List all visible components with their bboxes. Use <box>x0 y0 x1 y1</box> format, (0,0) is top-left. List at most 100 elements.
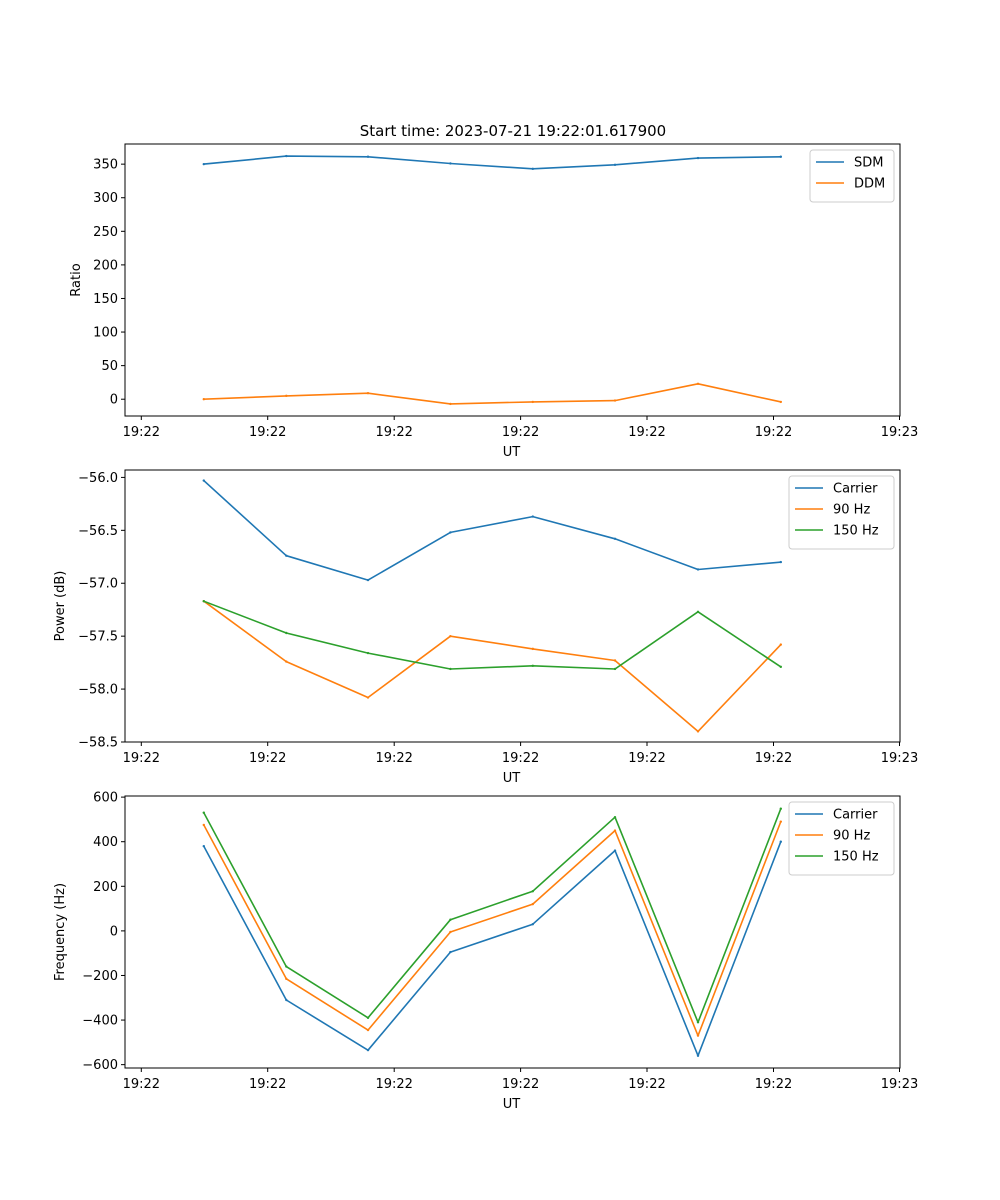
x-tick-label: 19:22 <box>628 751 665 766</box>
data-point-150-hz <box>366 1016 370 1020</box>
series-line-ddm <box>202 382 782 405</box>
data-point-carrier <box>779 840 782 843</box>
data-point-150-hz <box>613 667 617 671</box>
x-tick-label: 19:22 <box>249 1077 286 1092</box>
y-tick-label: 400 <box>93 835 118 850</box>
data-point-90-hz <box>202 823 205 827</box>
data-point-150-hz <box>449 667 452 671</box>
legend-label: Carrier <box>833 482 878 497</box>
axes-frame <box>124 143 901 417</box>
data-point-90-hz <box>366 696 370 699</box>
x-tick-label: 19:22 <box>375 751 412 766</box>
data-point-150-hz <box>531 664 534 667</box>
x-axis-label: UT <box>503 771 521 786</box>
x-tick-label: 19:22 <box>123 425 160 440</box>
data-point-90-hz <box>613 659 617 662</box>
y-tick-label: −600 <box>82 1058 118 1073</box>
y-axis-label: Frequency (Hz) <box>53 883 68 981</box>
data-point-carrier <box>366 578 370 582</box>
data-point-carrier <box>696 1054 700 1057</box>
data-point-sdm <box>531 167 534 171</box>
data-point-carrier <box>696 568 700 571</box>
series-line-90-hz <box>202 600 782 733</box>
x-axis-label: UT <box>503 445 521 460</box>
data-point-150-hz <box>696 610 700 614</box>
data-point-90-hz <box>531 647 534 651</box>
panel-3: 19:22 19:22 19:22 19:22 19:22 19:22 19:23 −600 −… <box>53 791 918 1112</box>
data-point-150-hz <box>531 890 534 893</box>
x-tick-label: 19:22 <box>502 1077 539 1092</box>
data-point-carrier <box>285 554 288 557</box>
x-tick-label: 19:23 <box>881 751 918 766</box>
x-tick-label: 19:23 <box>881 425 918 440</box>
x-axis-label: UT <box>503 1097 521 1112</box>
data-point-sdm <box>779 155 782 158</box>
panel-1: 19:22 19:22 19:22 19:22 19:22 19:22 19:23 0 50 10… <box>69 143 918 460</box>
y-tick-label: −56.5 <box>78 524 118 539</box>
x-tick-label: 19:22 <box>502 751 539 766</box>
x-tick-label: 19:22 <box>375 1077 412 1092</box>
data-point-90-hz <box>779 643 782 646</box>
legend: Carrier 90 Hz 150 Hz <box>788 801 895 876</box>
data-point-ddm <box>779 400 782 404</box>
y-tick-label: −400 <box>82 1014 118 1029</box>
data-point-150-hz <box>613 815 617 819</box>
y-tick-label: 50 <box>101 359 118 374</box>
x-tick-label: 19:23 <box>881 1077 918 1092</box>
y-tick-label: 300 <box>93 191 118 206</box>
data-point-90-hz <box>449 930 452 934</box>
data-point-carrier <box>202 844 205 848</box>
legend-label: Carrier <box>833 808 878 823</box>
data-point-ddm <box>613 399 617 402</box>
data-point-sdm <box>202 162 205 166</box>
panels: 19:22 19:22 19:22 19:22 19:22 19:22 19:23 0 50 10… <box>53 143 918 1112</box>
data-point-carrier <box>531 515 534 518</box>
y-tick-label: 250 <box>93 225 118 240</box>
data-point-carrier <box>449 531 452 534</box>
legend: Carrier 90 Hz 150 Hz <box>788 475 895 550</box>
x-tick-label: 19:22 <box>755 751 792 766</box>
data-point-150-hz <box>779 807 782 810</box>
data-point-sdm <box>696 156 700 160</box>
y-axis-label: Ratio <box>69 263 84 296</box>
data-point-150-hz <box>285 631 288 635</box>
y-tick-label: 0 <box>110 393 118 408</box>
legend-box <box>809 149 895 203</box>
y-tick-label: 200 <box>93 880 118 895</box>
y-tick-label: 350 <box>93 158 118 173</box>
data-point-sdm <box>366 155 370 158</box>
data-point-carrier <box>779 560 782 564</box>
data-point-150-hz <box>696 1021 700 1024</box>
x-tick-label: 19:22 <box>375 425 412 440</box>
data-point-ddm <box>202 398 205 401</box>
x-tick-label: 19:22 <box>628 1077 665 1092</box>
data-point-90-hz <box>696 1034 700 1037</box>
series-line-sdm <box>202 155 782 170</box>
figure-title: Start time: 2023-07-21 19:22:01.617900 <box>360 122 666 140</box>
data-point-90-hz <box>285 660 288 663</box>
series-line-carrier <box>202 479 782 581</box>
y-tick-label: 600 <box>93 791 118 806</box>
series-line-150-hz <box>202 600 782 670</box>
data-point-sdm <box>613 163 617 167</box>
x-tick-label: 19:22 <box>755 1077 792 1092</box>
data-point-150-hz <box>202 811 205 814</box>
legend-label: 90 Hz <box>833 829 870 844</box>
y-tick-label: 100 <box>93 326 118 341</box>
x-tick-label: 19:22 <box>249 751 286 766</box>
y-tick-label: −58.5 <box>78 736 118 751</box>
data-point-150-hz <box>202 600 205 603</box>
data-point-carrier <box>202 479 205 482</box>
data-point-90-hz <box>449 634 452 638</box>
data-point-ddm <box>366 391 370 395</box>
data-point-carrier <box>613 849 617 852</box>
data-point-90-hz <box>779 820 782 823</box>
data-point-90-hz <box>366 1028 370 1032</box>
legend-label: 150 Hz <box>833 524 879 539</box>
data-point-90-hz <box>531 902 534 906</box>
y-tick-label: −57.0 <box>78 577 118 592</box>
x-tick-label: 19:22 <box>249 425 286 440</box>
series-line-carrier <box>202 840 782 1057</box>
series-line-150-hz <box>202 807 782 1024</box>
